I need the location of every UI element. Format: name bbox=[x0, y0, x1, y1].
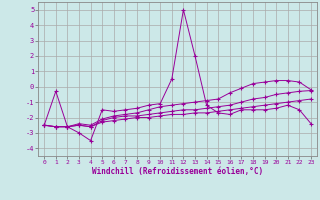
X-axis label: Windchill (Refroidissement éolien,°C): Windchill (Refroidissement éolien,°C) bbox=[92, 167, 263, 176]
